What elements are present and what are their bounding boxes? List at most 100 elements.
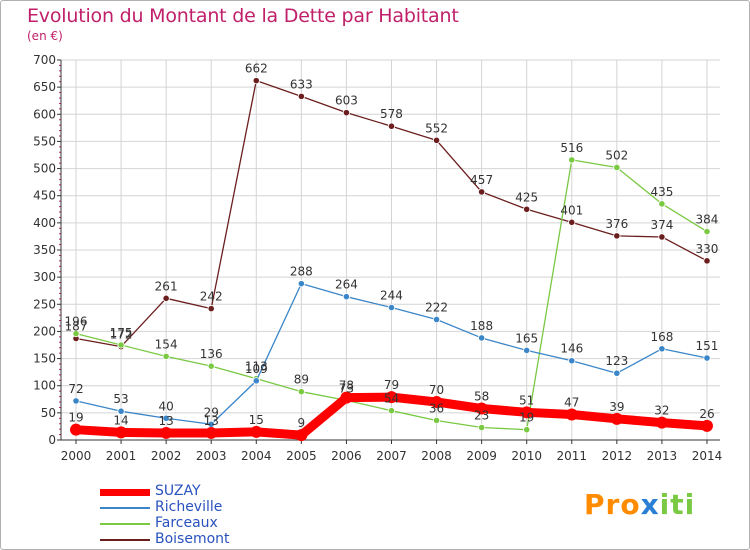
data-labels: 187 172 261 242 662 633 603 578 552 457 425 401 376 3… <box>65 62 719 430</box>
data-label-farceaux: 154 <box>155 337 178 351</box>
data-label-richeville: 168 <box>650 330 673 344</box>
x-tick-label: 2000 <box>61 449 92 463</box>
data-point-suzay <box>340 391 353 404</box>
x-tick-label: 2003 <box>196 449 227 463</box>
data-point-richeville <box>297 280 305 288</box>
data-point-richeville <box>613 369 621 377</box>
x-tick-label: 2005 <box>286 449 317 463</box>
data-point-suzay <box>250 425 263 438</box>
data-label-farceaux: 23 <box>474 409 489 423</box>
data-label-boisemont: 603 <box>335 94 358 108</box>
data-point-farceaux <box>162 352 170 360</box>
data-point-suzay <box>430 396 443 408</box>
data-label-suzay: 13 <box>158 414 173 428</box>
data-point-boisemont <box>523 205 531 213</box>
data-point-richeville <box>658 345 666 353</box>
y-tick-label: 550 <box>33 134 56 148</box>
proxiti-logo: Proxiti <box>584 488 696 521</box>
data-label-suzay: 9 <box>298 416 306 430</box>
data-point-farceaux <box>703 227 711 236</box>
data-label-boisemont: 261 <box>155 279 178 293</box>
y-tick-label: 250 <box>33 297 56 311</box>
data-point-boisemont <box>568 218 576 226</box>
data-label-richeville: 53 <box>113 392 128 406</box>
data-point-farceaux <box>72 329 80 338</box>
data-point-farceaux <box>117 341 125 349</box>
legend-label-farceaux: Farceaux <box>155 515 218 531</box>
x-tick-label: 2012 <box>602 449 633 463</box>
data-point-suzay <box>655 416 668 429</box>
data-label-richeville: 165 <box>515 331 538 345</box>
legend-label-boisemont: Boisemont <box>155 531 230 547</box>
unit-label: (en €) <box>27 29 63 43</box>
x-tick-label: 2013 <box>647 449 678 463</box>
data-label-suzay: 47 <box>564 395 579 409</box>
data-label-richeville: 72 <box>68 382 83 396</box>
legend-item-suzay: SUZAY <box>100 483 280 500</box>
x-tick-label: 2011 <box>556 449 587 463</box>
data-point-farceaux <box>478 423 486 432</box>
data-point-suzay <box>520 406 533 419</box>
data-point-suzay <box>565 408 578 421</box>
data-point-farceaux <box>297 388 305 396</box>
data-label-richeville: 40 <box>158 399 173 413</box>
data-label-boisemont: 242 <box>200 290 223 304</box>
data-point-suzay <box>160 426 173 439</box>
data-label-boisemont: 376 <box>605 217 628 231</box>
data-point-suzay <box>295 429 308 442</box>
data-label-suzay: 26 <box>699 407 714 421</box>
data-point-boisemont <box>342 109 351 117</box>
legend-swatch-suzay <box>100 489 150 496</box>
data-point-boisemont <box>387 122 396 130</box>
data-label-suzay: 19 <box>68 411 83 425</box>
data-label-richeville: 151 <box>696 339 719 353</box>
data-label-boisemont: 187 <box>65 319 88 333</box>
data-point-farceaux <box>432 416 441 425</box>
data-label-richeville: 109 <box>245 362 268 376</box>
data-label-farceaux: 516 <box>560 141 583 155</box>
y-tick-label: 100 <box>33 379 56 393</box>
data-label-boisemont: 401 <box>560 203 583 217</box>
data-label-suzay: 79 <box>384 378 399 392</box>
data-point-richeville <box>117 407 125 415</box>
data-label-farceaux: 502 <box>605 148 628 162</box>
data-point-farceaux <box>387 407 396 415</box>
data-point-farceaux <box>613 163 621 172</box>
x-tick-label: 2002 <box>151 449 182 463</box>
legend-item-richeville: Richeville <box>100 499 280 516</box>
legend-swatch-farceaux <box>100 523 150 525</box>
data-point-richeville <box>703 354 711 362</box>
data-label-farceaux: 136 <box>200 347 223 361</box>
x-tick-label: 2001 <box>106 449 137 463</box>
x-tick-label: 2004 <box>241 449 272 463</box>
data-point-richeville <box>432 315 441 324</box>
data-label-boisemont: 330 <box>696 242 719 256</box>
data-point-boisemont <box>252 77 260 85</box>
grid <box>61 59 720 441</box>
y-tick-label: 500 <box>33 162 56 176</box>
y-tick-label: 700 <box>33 53 56 67</box>
y-tick-label: 650 <box>33 80 56 94</box>
y-tick-label: 450 <box>33 189 56 203</box>
data-label-boisemont: 457 <box>470 173 493 187</box>
data-label-farceaux: 36 <box>429 401 444 415</box>
legend: SUZAY Richeville Farceaux Boisemont <box>100 483 280 548</box>
data-label-richeville: 188 <box>470 319 493 333</box>
axes: 0 50 100 150 200 250 300 350 400 450 500 550 600 650 7… <box>33 53 722 463</box>
data-label-suzay: 13 <box>204 414 219 428</box>
data-label-richeville: 29 <box>204 405 219 419</box>
data-label-farceaux: 73 <box>339 381 354 395</box>
x-tick-label: 2007 <box>376 449 407 463</box>
data-point-boisemont <box>703 257 711 265</box>
data-point-boisemont <box>297 92 305 100</box>
x-tick-label: 2010 <box>511 449 542 463</box>
y-tick-label: 600 <box>33 107 56 121</box>
y-tick-label: 350 <box>33 243 56 257</box>
data-label-boisemont: 172 <box>110 328 133 342</box>
x-tick-label: 2014 <box>692 449 723 463</box>
data-label-richeville: 288 <box>290 265 313 279</box>
data-point-richeville <box>252 377 260 385</box>
x-tick-label: 2008 <box>421 449 452 463</box>
data-point-farceaux <box>207 362 215 370</box>
y-tick-label: 0 <box>48 433 56 447</box>
